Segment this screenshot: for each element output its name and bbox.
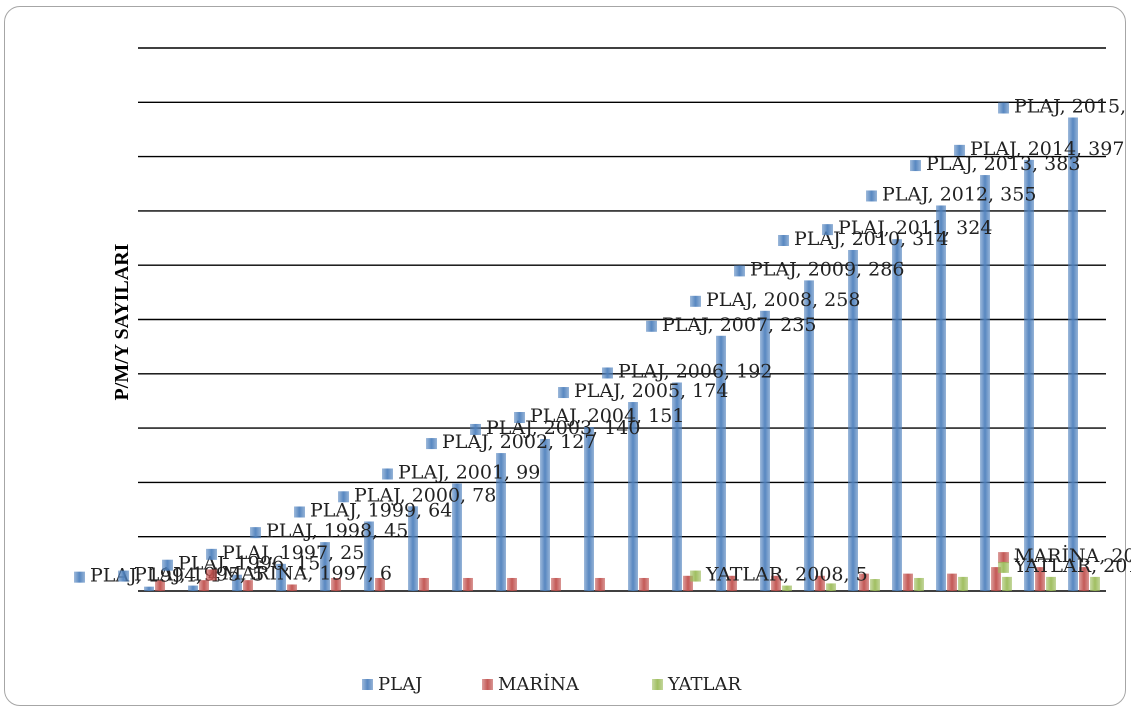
gridlines [138, 48, 1106, 591]
legend-label-yatlar: YATLAR [667, 674, 741, 695]
data-label-marker [998, 552, 1009, 563]
data-label: PLAJ, 1997, 25 [222, 542, 364, 564]
bar-mari̇na-1997 [287, 584, 297, 591]
bar-yatlar-2012 [958, 577, 968, 591]
data-label-marker [998, 562, 1009, 573]
data-label: MARİNA, 1997, 6 [222, 561, 392, 584]
legend-marker-yatlar [652, 679, 663, 690]
bar-plaj-2015 [1068, 118, 1078, 591]
data-label: PLAJ, 2012, 355 [882, 183, 1036, 205]
data-label-marker [470, 424, 481, 435]
bar-plaj-1994 [144, 587, 154, 591]
data-label-marker [206, 549, 217, 560]
data-label: PLAJ, 2011, 324 [838, 217, 992, 239]
bar-yatlar-2011 [914, 578, 924, 591]
data-label-marker [514, 412, 525, 423]
data-label-marker [998, 103, 1009, 114]
data-label-marker [954, 145, 965, 156]
data-label: PLAJ, 2005, 174 [574, 380, 728, 402]
legend-label-plaj: PLAJ [378, 674, 422, 695]
data-label-marker [338, 491, 349, 502]
data-label-marker [162, 560, 173, 571]
data-label: PLAJ, 1998, 45 [266, 520, 408, 542]
y-axis-label: P/M/Y SAYILARI [111, 243, 133, 400]
legend-marker-mari̇na [482, 679, 493, 690]
bar-yatlar-2015 [1090, 577, 1100, 591]
bar-mari̇na-2011 [903, 574, 913, 591]
data-label-marker [426, 438, 437, 449]
data-label-marker [866, 190, 877, 201]
data-label: PLAJ, 2007, 235 [662, 314, 816, 336]
bar-mari̇na-2002 [507, 578, 517, 591]
data-label-marker [822, 224, 833, 235]
data-label-marker [646, 321, 657, 332]
bar-mari̇na-2004 [595, 578, 605, 591]
data-label-marker [734, 265, 745, 276]
data-label: PLAJ, 2001, 99 [398, 461, 540, 483]
data-label-marker [250, 527, 261, 538]
data-label-marker [602, 367, 613, 378]
legend-marker-plaj [362, 679, 373, 690]
data-label-marker [778, 235, 789, 246]
data-label: PLAJ, 2004, 151 [530, 405, 684, 427]
data-label: PLAJ, 2000, 78 [354, 484, 496, 506]
data-label: PLAJ, 2015, 436 [1014, 96, 1131, 118]
data-label: PLAJ, 2008, 258 [706, 289, 860, 311]
data-label-marker [118, 571, 129, 582]
bar-mari̇na-2001 [463, 578, 473, 591]
bar-plaj-2008 [760, 311, 770, 591]
data-label-marker [558, 387, 569, 398]
bar-plaj-2014 [1024, 160, 1034, 591]
data-label-marker [690, 296, 701, 307]
data-label: PLAJ, 2014, 397 [970, 138, 1124, 160]
data-label-marker [206, 569, 217, 580]
bar-plaj-2011 [892, 239, 902, 591]
data-label-marker [690, 571, 701, 582]
data-label-marker [294, 506, 305, 517]
data-label-marker [910, 160, 921, 171]
data-label: YATLAR, 2008, 5 [705, 564, 868, 586]
bar-yatlar-2008 [782, 586, 792, 591]
data-label: YATLAR, 2015, 13 [1013, 555, 1131, 577]
bar-yatlar-2014 [1046, 577, 1056, 591]
bar-mari̇na-2005 [639, 578, 649, 591]
data-label: PLAJ, 2006, 192 [618, 360, 772, 382]
bar-mari̇na-2000 [419, 578, 429, 591]
data-label-marker [382, 468, 393, 479]
bar-yatlar-2010 [870, 579, 880, 591]
bar-plaj-2012 [936, 205, 946, 591]
data-label-marker [74, 572, 85, 583]
legend-label-mari̇na: MARİNA [498, 672, 580, 695]
legend: PLAJ MARİNA YATLAR [362, 672, 741, 695]
data-label: PLAJ, 2009, 286 [750, 258, 904, 280]
bar-mari̇na-2012 [947, 574, 957, 591]
bar-mari̇na-2003 [551, 578, 561, 591]
bar-plaj-2003 [540, 439, 550, 591]
bar-yatlar-2013 [1002, 577, 1012, 591]
